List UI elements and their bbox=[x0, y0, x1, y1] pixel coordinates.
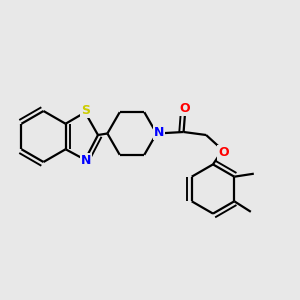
Text: N: N bbox=[81, 154, 91, 167]
Text: O: O bbox=[218, 146, 229, 159]
Text: O: O bbox=[180, 102, 190, 115]
Text: S: S bbox=[81, 104, 90, 117]
Text: N: N bbox=[154, 126, 164, 140]
